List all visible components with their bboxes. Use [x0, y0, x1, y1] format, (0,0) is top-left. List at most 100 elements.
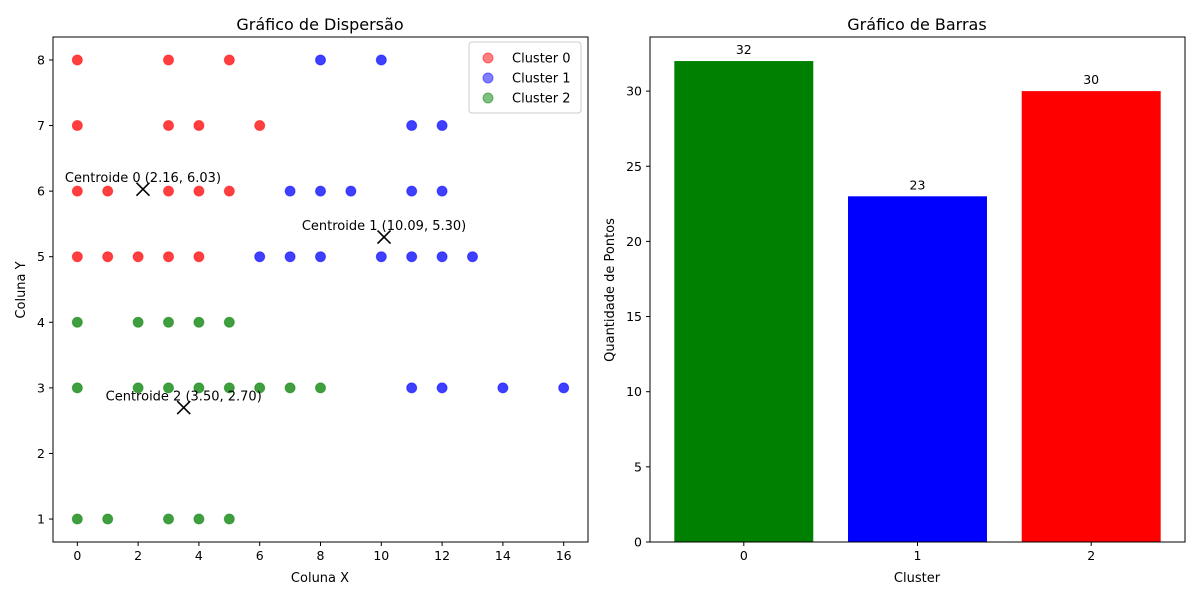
scatter-point-cluster-2-overlap	[315, 382, 326, 393]
scatter-x-tick-label: 10	[373, 548, 389, 563]
scatter-point-cluster-1-overlap	[406, 251, 417, 262]
legend-frame	[468, 41, 582, 114]
scatter-point-cluster-1-overlap	[254, 251, 265, 262]
legend-marker-0	[482, 52, 494, 64]
centroid-marker-1	[376, 229, 392, 245]
scatter-point-cluster-1-overlap	[345, 186, 356, 197]
scatter-x-tick-label: 6	[256, 548, 264, 563]
scatter-point-cluster-0-overlap	[163, 251, 174, 262]
scatter-point-cluster-2-overlap	[163, 317, 174, 328]
centroid-label-1: Centroide 1 (10.09, 5.30)	[302, 219, 466, 234]
bar-x-ticks: 0 1 2	[740, 542, 1095, 563]
scatter-point-cluster-2-overlap	[102, 514, 113, 525]
centroid-label-0: Centroide 0 (2.16, 6.03)	[65, 171, 221, 186]
centroid-marker-2	[176, 400, 191, 415]
legend-label-0: Cluster 0	[512, 52, 571, 67]
scatter-chart: Gráfico de Dispersão Centroide 0 (2.16, …	[14, 15, 589, 586]
scatter-x-tick-label: 14	[495, 548, 511, 563]
scatter-x-ticks: 0 2 4 6 8 10 12 14 16	[73, 542, 572, 563]
bar-x-tick-label: 1	[914, 548, 922, 563]
bar-y-tick-label: 5	[634, 459, 642, 474]
bar-value-label: 23	[910, 177, 926, 192]
scatter-point-cluster-0-overlap	[72, 186, 83, 197]
bar-y-tick-label: 15	[626, 309, 642, 324]
scatter-point-cluster-2-overlap	[193, 514, 204, 525]
scatter-point-cluster-2-overlap	[193, 382, 204, 393]
scatter-point-cluster-2-overlap	[285, 382, 296, 393]
scatter-point-cluster-1-overlap	[376, 54, 387, 65]
scatter-point-cluster-0-overlap	[102, 186, 113, 197]
bar-cluster-0	[674, 61, 814, 543]
scatter-point-cluster-2-overlap	[72, 317, 83, 328]
legend-label-1: Cluster 1	[512, 72, 571, 87]
scatter-point-cluster-1-overlap	[376, 251, 387, 262]
scatter-point-cluster-1-overlap	[467, 251, 478, 262]
scatter-point-cluster-1-overlap	[285, 251, 296, 262]
scatter-x-tick-label: 8	[317, 548, 325, 563]
bars: 32 23 30	[674, 42, 1161, 543]
scatter-y-tick-label: 4	[37, 315, 45, 330]
centroid-marker-0	[135, 182, 151, 197]
scatter-point-cluster-1-overlap	[315, 251, 326, 262]
scatter-x-tick-label: 16	[556, 548, 572, 563]
scatter-point-cluster-2-overlap	[72, 514, 83, 525]
bar-value-label: 30	[1083, 72, 1099, 87]
scatter-x-axis-label: Coluna X	[291, 571, 349, 586]
bar-y-tick-label: 10	[626, 384, 642, 399]
scatter-centroids: Centroide 0 (2.16, 6.03) Centroide 1 (10.…	[65, 171, 466, 415]
scatter-point-cluster-0-overlap	[72, 251, 83, 262]
scatter-point-cluster-2-overlap	[72, 382, 83, 393]
scatter-point-cluster-0-overlap	[224, 54, 235, 65]
scatter-point-cluster-2-overlap	[163, 382, 174, 393]
scatter-y-tick-label: 2	[37, 446, 45, 461]
bar-y-ticks: 0 5 10 15 20 25 30	[626, 84, 650, 550]
scatter-point-cluster-1-overlap	[315, 186, 326, 197]
scatter-point-cluster-1-overlap	[437, 186, 448, 197]
bar-y-tick-label: 25	[626, 159, 642, 174]
scatter-point-cluster-0-overlap	[133, 251, 144, 262]
scatter-point-cluster-1-overlap	[437, 120, 448, 131]
scatter-point-cluster-0-overlap	[163, 120, 174, 131]
scatter-point-cluster-2-overlap	[133, 317, 144, 328]
scatter-title: Gráfico de Dispersão	[236, 15, 403, 34]
scatter-point-cluster-0-overlap	[193, 251, 204, 262]
scatter-x-tick-label: 4	[195, 548, 203, 563]
scatter-y-tick-label: 5	[37, 249, 45, 264]
legend-marker-2	[482, 92, 494, 104]
bar-title: Gráfico de Barras	[847, 15, 986, 34]
scatter-y-tick-label: 8	[37, 52, 45, 67]
scatter-point-cluster-1-overlap	[437, 382, 448, 393]
scatter-x-tick-label: 2	[134, 548, 142, 563]
scatter-point-cluster-1-overlap	[406, 382, 417, 393]
scatter-point-cluster-0-overlap	[72, 120, 83, 131]
legend-marker-1	[482, 72, 494, 84]
scatter-point-cluster-1-overlap	[497, 382, 508, 393]
scatter-point-cluster-0-overlap	[163, 186, 174, 197]
scatter-point-cluster-0-overlap	[224, 186, 235, 197]
scatter-y-axis-label: Coluna Y	[14, 261, 29, 318]
scatter-point-cluster-2-overlap	[224, 317, 235, 328]
scatter-point-cluster-0-overlap	[72, 54, 83, 65]
scatter-point-cluster-0-overlap	[163, 54, 174, 65]
scatter-y-tick-label: 3	[37, 380, 45, 395]
bar-y-axis-label: Quantidade de Pontos	[603, 218, 618, 362]
scatter-point-cluster-1-overlap	[315, 54, 326, 65]
scatter-y-tick-label: 1	[37, 512, 45, 527]
scatter-point-cluster-2-overlap	[224, 514, 235, 525]
scatter-legend: Cluster 0 Cluster 1 Cluster 2	[468, 41, 582, 114]
bar-x-axis-label: Cluster	[894, 571, 941, 586]
bar-y-tick-label: 0	[634, 535, 642, 550]
bar-y-tick-label: 20	[626, 234, 642, 249]
scatter-point-cluster-2-overlap	[224, 382, 235, 393]
scatter-point-cluster-0-overlap	[193, 120, 204, 131]
bar-cluster-2	[1021, 91, 1161, 542]
scatter-points	[71, 54, 570, 525]
bar-x-tick-label: 2	[1087, 548, 1095, 563]
scatter-point-cluster-2-overlap	[133, 382, 144, 393]
scatter-point-cluster-2-overlap	[254, 382, 265, 393]
bar-value-label: 32	[736, 42, 752, 57]
scatter-point-cluster-1-overlap	[406, 120, 417, 131]
scatter-point-cluster-2-overlap	[163, 514, 174, 525]
centroid-label-2: Centroide 2 (3.50, 2.70)	[106, 390, 262, 405]
